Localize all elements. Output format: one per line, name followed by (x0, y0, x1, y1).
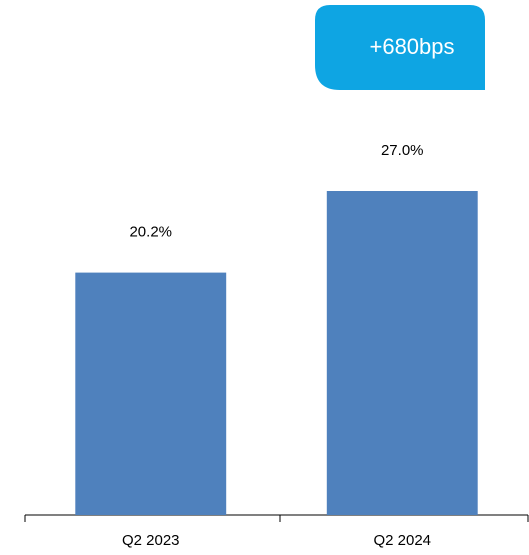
x-tick-label: Q2 2024 (373, 532, 431, 549)
value-label: 27.0% (381, 142, 424, 159)
x-tick-label: Q2 2023 (122, 532, 180, 549)
annotation: +680bps (369, 34, 454, 59)
value-label: 20.2% (129, 224, 172, 241)
annotation-box (315, 5, 485, 90)
bar (75, 272, 227, 515)
bar (326, 191, 478, 515)
